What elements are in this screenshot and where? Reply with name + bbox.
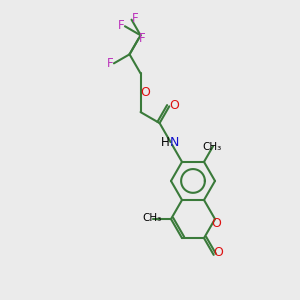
Text: O: O	[214, 246, 224, 260]
Text: F: F	[118, 19, 124, 32]
Text: CH₃: CH₃	[142, 213, 162, 223]
Text: F: F	[106, 57, 113, 70]
Text: N: N	[170, 136, 179, 148]
Text: F: F	[132, 12, 139, 25]
Text: F: F	[139, 32, 146, 45]
Text: CH₃: CH₃	[202, 142, 222, 152]
Text: H: H	[161, 136, 170, 148]
Text: O: O	[141, 86, 151, 99]
Text: O: O	[169, 99, 179, 112]
Text: O: O	[211, 217, 221, 230]
